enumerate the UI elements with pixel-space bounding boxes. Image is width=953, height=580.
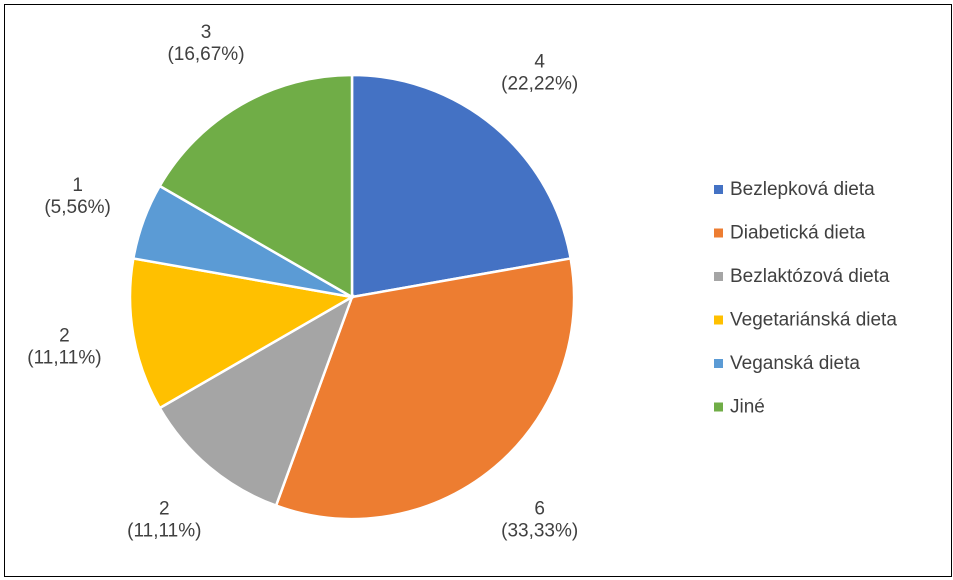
legend-label: Bezlepková dieta	[730, 179, 875, 200]
data-label: 4	[534, 51, 545, 72]
legend-swatch	[714, 402, 723, 412]
legend-swatch	[714, 272, 723, 281]
data-label-percent: (11,11%)	[127, 521, 201, 542]
data-label-percent: (22,22%)	[501, 73, 578, 94]
pie-slice	[350, 73, 573, 299]
pie-slice	[158, 73, 354, 300]
legend-label: Diabetická dieta	[730, 223, 866, 244]
data-label: 6	[534, 499, 545, 520]
data-label: 2	[159, 499, 170, 520]
legend-label: Vegetariánská dieta	[730, 310, 897, 331]
data-label-percent: (33,33%)	[501, 521, 578, 542]
legend-swatch	[714, 185, 723, 194]
legend-swatch	[714, 315, 723, 325]
pie-slice	[274, 257, 576, 521]
pie-slice	[158, 294, 355, 508]
data-label: 3	[201, 22, 212, 43]
pie-slice	[128, 257, 356, 410]
legend-swatch	[714, 359, 723, 368]
data-label-percent: (5,56%)	[44, 197, 111, 218]
data-label: 2	[59, 326, 70, 347]
data-label-percent: (16,67%)	[167, 44, 244, 65]
legend-label: Veganská dieta	[730, 353, 860, 374]
legend-label: Bezlaktózová dieta	[730, 266, 890, 287]
legend-swatch	[714, 228, 723, 238]
legend-label: Jiné	[730, 397, 765, 418]
data-label-percent: (11,11%)	[27, 348, 101, 369]
data-label: 1	[72, 175, 83, 196]
